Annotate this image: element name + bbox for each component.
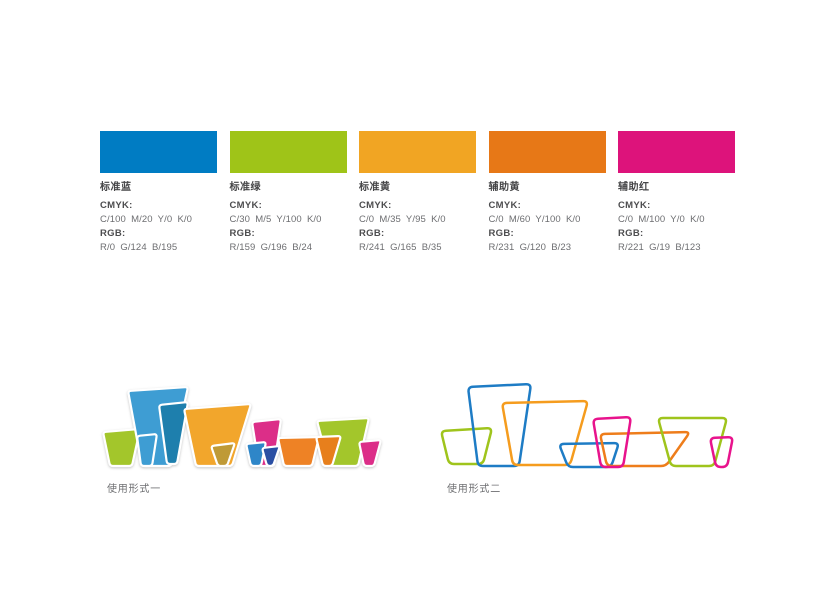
navy-v-cup	[261, 445, 281, 468]
green-cup-outline	[440, 427, 493, 466]
swatch-card: 标准绿 CMYK: C/30 M/5 Y/100 K/0 RGB: R/159 …	[229, 131, 347, 255]
swatch-specs: CMYK: C/0 M/35 Y/95 K/0 RGB: R/241 G/165…	[359, 199, 476, 255]
color-swatch	[100, 131, 217, 173]
cmyk-value: C/0 M/35 Y/95 K/0	[359, 214, 446, 225]
swatch-name: 辅助红	[618, 182, 650, 193]
swatch-card: 辅助黄 CMYK: C/0 M/60 Y/100 K/0 RGB: R/231 …	[488, 131, 606, 255]
cmyk-label: CMYK:	[229, 200, 263, 211]
color-swatch	[618, 131, 735, 173]
rgb-label: RGB:	[100, 228, 126, 239]
rgb-label: RGB:	[359, 228, 385, 239]
usage-form-1-label: 使用形式一	[107, 484, 161, 495]
cmyk-label: CMYK:	[618, 200, 651, 211]
rgb-value: R/0 G/124 B/195	[100, 242, 178, 253]
swatch-specs: CMYK: C/100 M/20 Y/0 K/0 RGB: R/0 G/124 …	[100, 199, 217, 255]
cmyk-label: CMYK:	[488, 200, 522, 211]
rgb-label: RGB:	[488, 228, 514, 239]
rgb-value: R/221 G/19 B/123	[618, 242, 701, 253]
green-cup	[102, 428, 141, 468]
orange-v-cup	[315, 435, 342, 468]
swatch-card: 标准蓝 CMYK: C/100 M/20 Y/0 K/0 RGB: R/0 G/…	[100, 131, 217, 255]
big-green-cup-outline	[657, 416, 728, 468]
rgb-label: RGB:	[229, 228, 255, 239]
rgb-value: R/231 G/120 B/23	[488, 242, 572, 253]
rgb-value: R/241 G/165 B/35	[359, 242, 442, 253]
swatch-name: 标准蓝	[100, 182, 132, 193]
flat-blue-cup-outline	[559, 441, 620, 469]
logo-usage-form-2	[440, 382, 734, 469]
swatch-specs: CMYK: C/0 M/100 Y/0 K/0 RGB: R/221 G/19 …	[618, 199, 735, 255]
swatch-card: 辅助红 CMYK: C/0 M/100 Y/0 K/0 RGB: R/221 G…	[618, 131, 735, 255]
cmyk-value: C/100 M/20 Y/0 K/0	[100, 214, 193, 225]
teal-inner-cup	[158, 401, 189, 466]
medium-blue-cup	[245, 441, 267, 468]
swatch-name: 标准绿	[229, 182, 261, 193]
swatch-name: 辅助黄	[488, 182, 520, 193]
cmyk-value: C/0 M/100 Y/0 K/0	[618, 214, 705, 225]
pink-cup-outline	[592, 416, 632, 469]
color-palette-row: 标准蓝 CMYK: C/100 M/20 Y/0 K/0 RGB: R/0 G/…	[100, 131, 735, 255]
swatch-card: 标准黄 CMYK: C/0 M/35 Y/95 K/0 RGB: R/241 G…	[359, 131, 476, 255]
olive-cup	[210, 442, 236, 468]
rgb-label: RGB:	[618, 228, 644, 239]
big-orange-cup-outline	[501, 399, 589, 467]
swatch-specs: CMYK: C/30 M/5 Y/100 K/0 RGB: R/159 G/19…	[230, 199, 347, 255]
orange-flat-trapezoid	[277, 436, 320, 468]
cmyk-value: C/30 M/5 Y/100 K/0	[229, 214, 322, 225]
usage-form-2-label: 使用形式二	[447, 484, 501, 495]
swatch-specs: CMYK: C/0 M/60 Y/100 K/0 RGB: R/231 G/12…	[489, 199, 606, 255]
swatch-name: 标准黄	[359, 182, 391, 193]
cmyk-label: CMYK:	[359, 200, 392, 211]
color-swatch	[359, 131, 476, 173]
cmyk-label: CMYK:	[100, 200, 133, 211]
small-blue-cup	[136, 433, 158, 468]
color-swatch	[488, 131, 606, 173]
tall-blue-cup-outline	[467, 382, 532, 468]
small-pink-cup	[358, 439, 382, 468]
color-swatch	[229, 131, 347, 173]
rgb-value: R/159 G/196 B/24	[229, 242, 313, 253]
small-pink-cup-outline	[709, 435, 734, 469]
cmyk-value: C/0 M/60 Y/100 K/0	[488, 214, 581, 225]
logo-usage-form-1	[102, 386, 382, 468]
big-orange-cup	[183, 403, 252, 468]
